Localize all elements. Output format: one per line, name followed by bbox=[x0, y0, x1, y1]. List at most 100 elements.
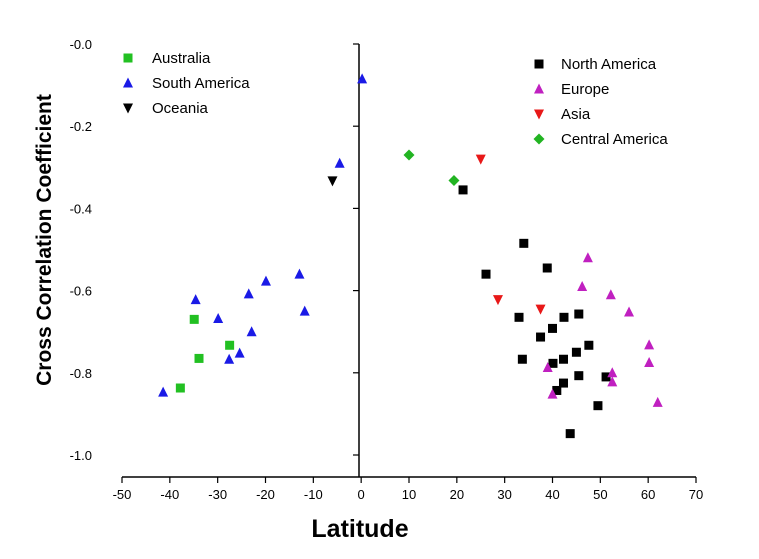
data-point bbox=[224, 353, 235, 364]
y-tick-label: -0.2 bbox=[70, 119, 92, 134]
data-point bbox=[605, 289, 616, 300]
data-point bbox=[548, 323, 557, 333]
legend-label: North America bbox=[561, 56, 657, 73]
legend-marker bbox=[534, 83, 544, 94]
data-point bbox=[574, 309, 584, 319]
data-point bbox=[519, 238, 529, 248]
x-tick-label: 20 bbox=[450, 487, 464, 502]
legend-right: North America Europe Asia Central America bbox=[533, 56, 668, 148]
x-tick-label: 60 bbox=[641, 487, 655, 502]
x-tick-label: 40 bbox=[545, 487, 559, 502]
legend-marker bbox=[123, 53, 133, 63]
y-tick-label: -1.0 bbox=[70, 448, 92, 463]
data-point bbox=[548, 358, 558, 368]
data-point bbox=[536, 332, 546, 342]
legend-label: Oceania bbox=[152, 100, 209, 117]
data-point bbox=[357, 73, 368, 84]
data-point bbox=[607, 367, 618, 378]
data-point bbox=[246, 326, 257, 337]
data-point bbox=[448, 174, 460, 186]
data-point bbox=[294, 268, 305, 279]
y-tick-label: -0.6 bbox=[70, 284, 92, 299]
legend-left: Australia South America Oceania bbox=[123, 50, 250, 117]
x-tick-label: -50 bbox=[113, 487, 132, 502]
data-point bbox=[571, 347, 581, 357]
legend-marker bbox=[534, 109, 544, 120]
x-tick-label: 0 bbox=[358, 487, 365, 502]
data-point bbox=[652, 396, 663, 407]
data-point bbox=[194, 353, 204, 363]
y-axis-title: Cross Correlation Coefficient bbox=[33, 94, 56, 386]
legend-marker bbox=[123, 103, 133, 114]
data-point bbox=[593, 401, 603, 411]
data-point bbox=[552, 385, 562, 395]
x-axis-title: Latitude bbox=[311, 515, 408, 543]
data-point bbox=[299, 305, 310, 316]
x-tick-label: 30 bbox=[497, 487, 511, 502]
data-point bbox=[584, 340, 594, 350]
legend-label: Australia bbox=[152, 50, 211, 67]
data-point bbox=[559, 312, 569, 322]
data-point bbox=[458, 185, 468, 195]
x-tick-label: -30 bbox=[208, 487, 227, 502]
x-tick-label: -10 bbox=[304, 487, 323, 502]
legend-marker bbox=[123, 77, 133, 88]
series-asia bbox=[475, 154, 546, 315]
data-point bbox=[175, 383, 185, 393]
data-point bbox=[607, 376, 618, 387]
data-point bbox=[158, 386, 169, 397]
data-point bbox=[559, 378, 569, 388]
series-south-america bbox=[158, 73, 368, 397]
legend-marker bbox=[533, 133, 545, 145]
data-point bbox=[189, 314, 199, 324]
data-point bbox=[225, 340, 235, 350]
data-point bbox=[334, 157, 345, 168]
data-point bbox=[481, 269, 491, 279]
data-point bbox=[492, 295, 503, 306]
data-point bbox=[577, 280, 588, 291]
x-tick-label: 50 bbox=[593, 487, 607, 502]
data-point bbox=[475, 154, 486, 165]
y-axis-ticks: -0.0 -0.2 -0.4 -0.6 -0.8 -1.0 bbox=[70, 37, 359, 463]
data-point bbox=[559, 354, 569, 364]
data-point bbox=[601, 372, 611, 382]
data-point bbox=[547, 388, 558, 399]
legend-label: South America bbox=[152, 75, 250, 92]
legend-label: Central America bbox=[561, 131, 668, 148]
data-point bbox=[644, 339, 655, 350]
legend-marker bbox=[534, 59, 544, 69]
axes bbox=[122, 44, 696, 478]
data-point bbox=[517, 354, 527, 364]
x-tick-label: -20 bbox=[256, 487, 275, 502]
series-europe bbox=[542, 252, 663, 407]
x-tick-label: -40 bbox=[160, 487, 179, 502]
data-point bbox=[327, 176, 338, 187]
data-point bbox=[542, 361, 553, 372]
y-tick-label: -0.4 bbox=[70, 201, 92, 216]
data-point bbox=[190, 294, 201, 305]
series-oceania bbox=[327, 176, 338, 187]
series-north-america bbox=[458, 185, 611, 439]
data-point bbox=[565, 429, 575, 439]
y-tick-label: -0.8 bbox=[70, 366, 92, 381]
data-point bbox=[535, 304, 546, 315]
data-point bbox=[234, 347, 245, 358]
legend-label: Europe bbox=[561, 81, 609, 98]
x-axis-ticks: -50 -40 -30 -20 -10 0 10 20 30 40 50 60 70 bbox=[113, 477, 703, 502]
y-tick-label: -0.0 bbox=[70, 37, 92, 52]
data-point bbox=[243, 288, 254, 299]
data-point bbox=[644, 357, 655, 368]
data-point bbox=[574, 371, 584, 381]
x-tick-label: 10 bbox=[402, 487, 416, 502]
data-point bbox=[403, 149, 415, 161]
x-tick-label: 70 bbox=[689, 487, 703, 502]
data-point bbox=[542, 263, 552, 273]
series-australia bbox=[175, 314, 235, 393]
legend-label: Asia bbox=[561, 106, 591, 123]
data-point bbox=[213, 313, 224, 324]
data-point bbox=[624, 306, 635, 317]
data-points bbox=[158, 73, 663, 439]
data-point bbox=[582, 252, 593, 263]
series-central-america bbox=[403, 149, 460, 186]
